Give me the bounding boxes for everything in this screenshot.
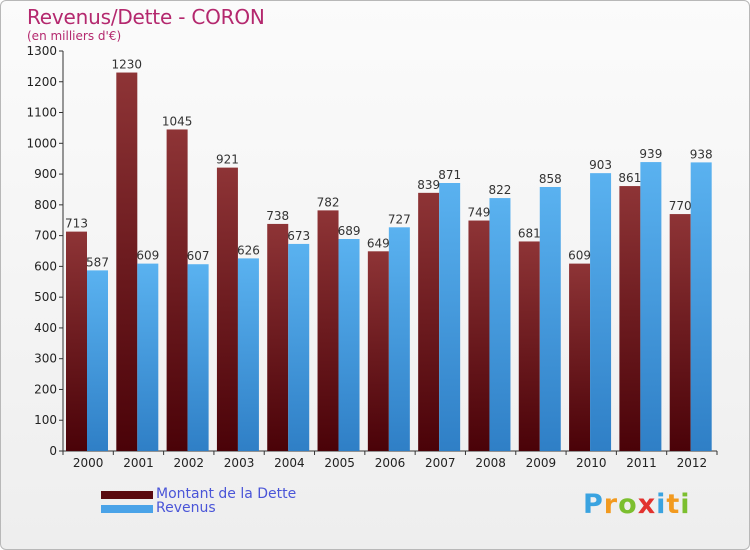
logo-letter: P	[583, 489, 604, 520]
value-label: 822	[489, 183, 512, 197]
bar-dette	[619, 186, 641, 452]
x-tick-label: 2000	[73, 456, 104, 470]
value-label: 727	[388, 212, 411, 226]
value-label: 782	[317, 195, 340, 209]
value-label: 681	[518, 226, 541, 240]
x-tick-label: 2010	[576, 456, 607, 470]
bar-revenus	[338, 239, 360, 451]
value-label: 609	[136, 249, 159, 263]
value-label: 738	[266, 209, 289, 223]
x-tick-label: 2009	[526, 456, 557, 470]
bar-revenus	[439, 183, 461, 451]
bar-revenus	[690, 162, 712, 451]
logo-letter: o	[618, 489, 638, 520]
x-tick-label: 2002	[173, 456, 204, 470]
value-label: 749	[468, 206, 491, 220]
y-tick-label: 100	[34, 413, 57, 427]
y-tick-label: 1000	[26, 136, 57, 150]
value-label: 1045	[162, 114, 193, 128]
chart-subtitle: (en milliers d'€)	[27, 29, 122, 43]
y-tick-label: 1200	[26, 75, 57, 89]
bar-dette	[367, 251, 389, 451]
legend-label-dette: Montant de la Dette	[156, 486, 297, 502]
value-label: 939	[639, 147, 662, 161]
value-label: 921	[216, 153, 239, 167]
y-tick-label: 300	[34, 352, 57, 366]
value-label: 1230	[112, 58, 143, 72]
value-label: 673	[287, 229, 310, 243]
y-tick-label: 700	[34, 229, 57, 243]
y-tick-label: 0	[49, 444, 57, 458]
y-tick-label: 400	[34, 321, 57, 335]
y-tick-label: 1300	[26, 44, 57, 58]
value-label: 839	[417, 178, 440, 192]
value-label: 626	[237, 243, 260, 257]
bar-revenus	[87, 270, 108, 451]
logo-letter: r	[603, 489, 619, 520]
value-label: 713	[65, 217, 88, 231]
logo-letter: t	[666, 489, 681, 520]
x-tick-label: 2003	[224, 456, 255, 470]
bar-revenus	[137, 263, 159, 451]
y-tick-label: 600	[34, 259, 57, 273]
value-label: 871	[438, 168, 461, 182]
bar-revenus	[590, 173, 612, 451]
value-label: 649	[367, 236, 390, 250]
y-tick-label: 900	[34, 167, 57, 181]
bar-dette	[418, 192, 440, 451]
value-label: 858	[539, 172, 562, 186]
value-label: 609	[568, 249, 591, 263]
legend-label-revenus: Revenus	[156, 500, 216, 516]
value-label: 689	[338, 224, 361, 238]
value-label: 607	[187, 249, 210, 263]
bar-dette	[66, 231, 87, 451]
bar-dette	[518, 241, 540, 451]
x-tick-label: 2006	[375, 456, 406, 470]
x-tick-label: 2012	[677, 456, 708, 470]
y-tick-label: 1100	[26, 106, 57, 120]
chart-title: Revenus/Dette - CORON	[27, 5, 265, 29]
y-tick-label: 800	[34, 198, 57, 212]
bar-revenus	[237, 258, 259, 451]
bar-revenus	[539, 187, 561, 451]
value-label: 903	[589, 158, 612, 172]
legend-swatch-revenus	[101, 505, 153, 513]
value-label: 938	[690, 147, 713, 161]
bar-dette	[317, 210, 339, 451]
y-tick-label: 500	[34, 290, 57, 304]
value-label: 770	[669, 199, 692, 213]
value-labels: 713 1230 1045 921 738 782 649 839 749 681 609 861 77…	[65, 58, 713, 270]
axes: 0 100 200 300 400 500 600 700 800 900 1000 1100 1200…	[26, 44, 718, 470]
value-label: 587	[86, 255, 109, 269]
bar-revenus	[288, 243, 310, 451]
bar-dette	[116, 72, 138, 452]
logo-letter: i	[656, 489, 667, 520]
x-tick-label: 2007	[425, 456, 456, 470]
value-label: 861	[618, 171, 641, 185]
bar-dette	[669, 214, 691, 451]
x-tick-label: 2005	[324, 456, 355, 470]
bar-dette	[166, 129, 188, 451]
bar-revenus	[489, 198, 511, 451]
x-tick-label: 2011	[626, 456, 657, 470]
bar-revenus	[187, 264, 209, 451]
y-tick-label: 200	[34, 382, 57, 396]
bar-revenus	[640, 162, 662, 452]
bar-revenus	[388, 227, 410, 451]
x-tick-label: 2001	[123, 456, 154, 470]
x-tick-label: 2008	[475, 456, 506, 470]
bar-dette	[267, 223, 289, 451]
logo-letter: i	[680, 489, 691, 520]
logo-letter: x	[637, 489, 657, 520]
bar-dette	[216, 167, 238, 451]
x-tick-label: 2004	[274, 456, 305, 470]
legend-swatch-dette	[101, 491, 153, 499]
bars	[66, 72, 712, 452]
bar-dette	[468, 220, 490, 451]
proxiti-logo: Proxiti	[583, 489, 691, 520]
bar-dette	[569, 263, 591, 451]
